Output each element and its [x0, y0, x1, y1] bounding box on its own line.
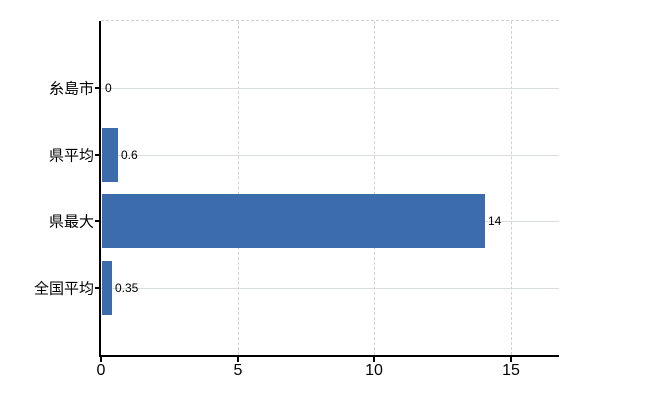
bar-県最大 — [102, 194, 485, 248]
y-gridline — [101, 155, 559, 156]
x-gridline — [511, 21, 512, 355]
bar-全国平均 — [102, 261, 112, 315]
plot-top-border — [101, 20, 559, 21]
category-label: 県平均 — [48, 147, 94, 165]
value-label: 0.6 — [121, 148, 138, 162]
y-gridline — [101, 88, 559, 89]
y-axis-tick — [95, 154, 100, 156]
category-label: 県最大 — [48, 213, 94, 231]
x-axis-tick — [237, 357, 239, 362]
x-tick-label: 10 — [365, 362, 383, 379]
y-axis-tick — [95, 287, 100, 289]
category-label: 糸島市 — [48, 80, 94, 98]
value-label: 14 — [488, 214, 502, 228]
x-gridline — [374, 21, 376, 355]
value-label: 0 — [105, 81, 112, 95]
x-axis — [99, 355, 559, 357]
y-axis-tick — [95, 220, 100, 222]
x-tick-label: 15 — [502, 362, 520, 379]
x-axis-tick — [373, 357, 375, 362]
x-axis-tick — [510, 357, 512, 362]
x-axis-tick — [100, 357, 102, 362]
y-gridline — [101, 288, 559, 289]
value-label: 0.35 — [115, 281, 139, 295]
x-gridline — [237, 21, 239, 355]
y-axis — [99, 21, 101, 357]
x-tick-label: 5 — [233, 362, 243, 379]
y-axis-tick — [95, 87, 100, 89]
bar-県平均 — [102, 128, 118, 182]
category-label: 全国平均 — [33, 280, 94, 298]
x-tick-label: 0 — [96, 362, 106, 379]
